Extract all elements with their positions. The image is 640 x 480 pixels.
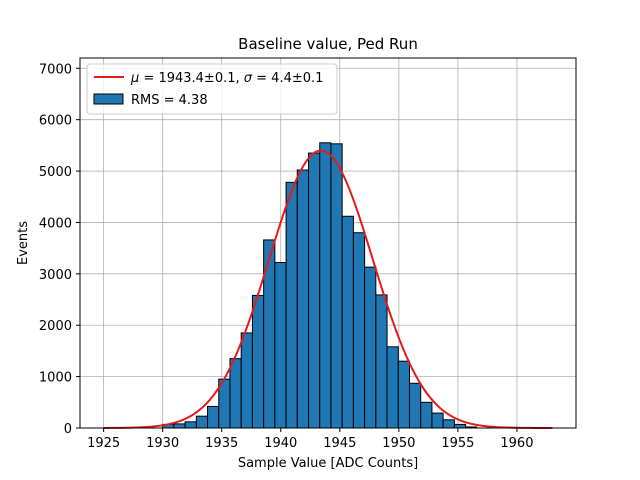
histogram-bar [352, 232, 366, 429]
y-tick-label: 7000 [39, 62, 72, 77]
histogram-bar [364, 266, 377, 429]
y-tick-label: 3000 [39, 268, 72, 283]
x-tick-label: 1955 [441, 436, 474, 451]
x-axis-label: Sample Value [ADC Counts] [238, 456, 418, 471]
histogram-bar [420, 401, 433, 429]
histogram-bar [386, 346, 399, 429]
x-tick-label: 1925 [87, 436, 120, 451]
histogram-bar [431, 412, 444, 429]
y-tick-label: 5000 [39, 165, 72, 180]
y-tick-label: 1000 [39, 371, 72, 386]
histogram-bar [229, 358, 242, 429]
histogram-bar [195, 415, 209, 429]
y-axis-label: Events [16, 221, 31, 265]
y-tick-label: 4000 [39, 216, 72, 231]
histogram-bar [442, 419, 455, 429]
legend-box [86, 63, 338, 115]
gaussian-fit-curve [103, 149, 553, 429]
histogram-bar [375, 294, 388, 429]
chart-title: Baseline value, Ped Run [238, 35, 418, 53]
legend-hist-label: RMS = 4.38 [131, 93, 208, 108]
x-tick-label: 1960 [500, 436, 533, 451]
x-tick-label: 1940 [264, 436, 297, 451]
histogram-bar [184, 421, 197, 429]
histogram-bar [453, 423, 467, 429]
y-tick-label: 2000 [39, 319, 72, 334]
histogram-bar [308, 152, 321, 429]
histogram-bar [285, 181, 298, 429]
y-axis-ticks: 0 1000 2000 3000 4000 5000 6000 7000 [39, 62, 80, 437]
histogram-bar [397, 360, 410, 429]
histogram-bar [274, 262, 287, 429]
y-tick-label: 6000 [39, 114, 72, 129]
histogram-bar [251, 294, 265, 429]
x-tick-label: 1950 [382, 436, 415, 451]
x-tick-label: 1945 [323, 436, 356, 451]
histogram-bar [207, 405, 220, 429]
histogram-bar [330, 143, 343, 429]
legend-fit-label: μ = 1943.4±0.1, σ = 4.4±0.1 [130, 71, 323, 86]
x-tick-label: 1930 [146, 436, 179, 451]
histogram-bar [173, 423, 186, 429]
histogram-bar [408, 382, 422, 429]
legend-hist-swatch [93, 93, 124, 105]
x-tick-label: 1935 [205, 436, 238, 451]
y-tick-label: 0 [64, 422, 72, 437]
histogram-bar [240, 332, 253, 429]
legend: μ = 1943.4±0.1, σ = 4.4±0.1 RMS = 4.38 [86, 63, 338, 115]
x-axis-ticks: 1925 1930 1935 1940 1945 1950 1955 1960 [87, 428, 533, 451]
plot-frame [79, 57, 577, 429]
gaussian-fit [103, 149, 553, 429]
histogram-bar [341, 215, 354, 429]
histogram-bar [296, 169, 310, 429]
histogram-bar [319, 142, 332, 429]
